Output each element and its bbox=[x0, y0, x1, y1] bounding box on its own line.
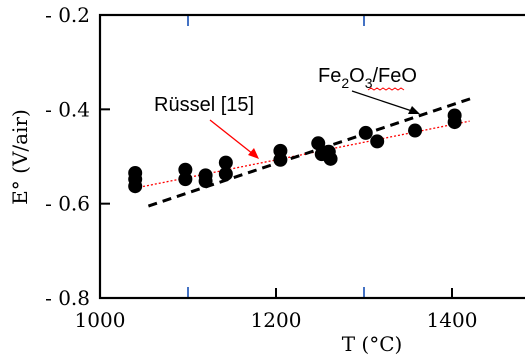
y-tick-label: - 0.6 bbox=[45, 192, 90, 216]
x-tick-label: 1000 bbox=[75, 308, 126, 332]
data-point bbox=[198, 174, 213, 189]
x-axis-title: T (°C) bbox=[342, 332, 403, 356]
fe2o3-sub-3: 3 bbox=[365, 75, 373, 91]
fe2o3-arrow bbox=[351, 90, 420, 114]
data-point bbox=[447, 115, 462, 130]
x-tick-label: 1400 bbox=[427, 308, 478, 332]
y-axis-ticks: - 0.2 - 0.4 - 0.6 - 0.8 bbox=[45, 3, 110, 310]
y-tick-label: - 0.2 bbox=[45, 3, 90, 27]
fe2o3-part-o: O bbox=[349, 65, 365, 87]
x-tick-label: 1200 bbox=[251, 308, 302, 332]
fe2o3-part-feo: /FeO bbox=[373, 65, 417, 87]
x-axis-ticks: 1000 1200 1400 bbox=[75, 15, 478, 332]
data-point bbox=[311, 136, 326, 151]
russel-label: Rüssel [15] bbox=[154, 94, 254, 116]
plot-frame bbox=[98, 13, 525, 300]
data-point bbox=[358, 125, 373, 140]
russel-arrow bbox=[209, 119, 259, 159]
data-point bbox=[128, 179, 143, 194]
svg-text:Fe2O3/FeO: Fe2O3/FeO bbox=[318, 65, 417, 91]
y-tick-label: - 0.4 bbox=[45, 97, 90, 121]
data-point bbox=[178, 172, 193, 187]
fe2o3-part-fe: Fe bbox=[318, 65, 341, 87]
data-point bbox=[273, 152, 288, 167]
data-point bbox=[218, 155, 233, 170]
fe2o3-sub-2: 2 bbox=[341, 75, 349, 91]
data-point bbox=[408, 123, 423, 138]
data-point bbox=[370, 134, 385, 149]
y-tick-label: - 0.8 bbox=[45, 286, 90, 310]
fe2o3-feo-line bbox=[147, 96, 475, 208]
data-point bbox=[218, 166, 233, 181]
fe2o3-feo-label: Fe2O3/FeO bbox=[318, 65, 417, 91]
spellcheck-squiggle bbox=[367, 87, 405, 91]
y-axis-title: E° (V/air) bbox=[8, 109, 32, 205]
data-point bbox=[323, 151, 338, 166]
data-points bbox=[128, 108, 462, 194]
